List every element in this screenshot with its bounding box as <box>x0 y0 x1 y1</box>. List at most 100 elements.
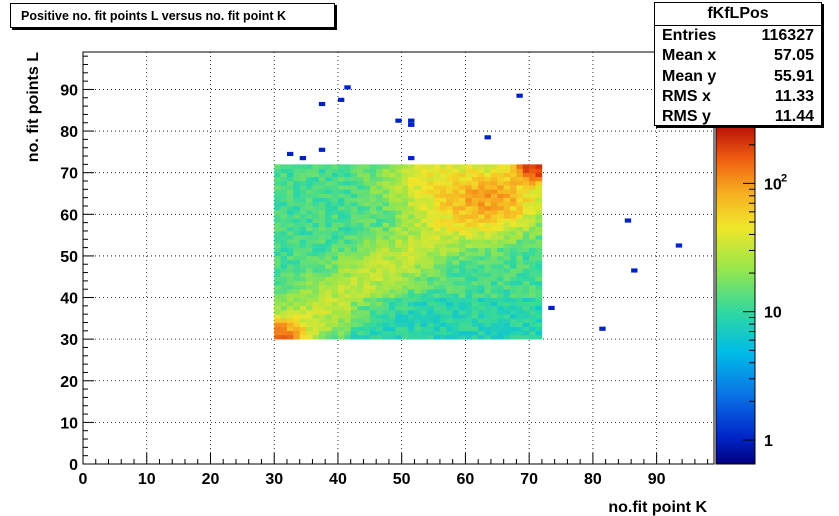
heatmap-cell <box>388 301 396 307</box>
heatmap-cell <box>344 314 351 319</box>
heatmap-cell <box>325 260 332 265</box>
heatmap-cell <box>522 193 530 198</box>
heatmap-cell <box>325 185 332 190</box>
heatmap-cell <box>433 193 441 198</box>
heatmap-cell <box>376 176 383 182</box>
heatmap-cell <box>350 293 358 298</box>
heatmap-cell <box>286 247 294 253</box>
heatmap-cell <box>510 260 517 265</box>
heatmap-cell <box>490 214 498 219</box>
heatmap-cell <box>535 222 543 228</box>
sparse-bin <box>548 305 555 311</box>
heatmap-cell <box>318 176 326 182</box>
heatmap-cell <box>312 218 320 223</box>
heatmap-cell <box>484 197 492 203</box>
heatmap-cell <box>503 168 511 173</box>
heatmap-cell <box>299 326 307 332</box>
heatmap-cell <box>478 164 485 169</box>
heatmap-cell <box>529 268 536 273</box>
heatmap-cell <box>318 322 326 327</box>
heatmap-cell <box>420 176 428 182</box>
heatmap-cell <box>433 243 441 248</box>
heatmap-cell <box>408 326 415 332</box>
heatmap-cell <box>484 193 492 198</box>
heatmap-cell <box>503 334 511 340</box>
heatmap-cell <box>306 239 313 244</box>
heatmap-cell <box>478 205 485 211</box>
heatmap-cell <box>420 310 428 315</box>
heatmap-cell <box>286 222 294 228</box>
heatmap-cell <box>331 168 339 173</box>
heatmap-cell <box>318 168 326 173</box>
heatmap-cell <box>350 239 358 244</box>
heatmap-cell <box>388 181 396 186</box>
heatmap-cell <box>503 172 511 178</box>
heatmap-cell <box>344 205 351 211</box>
heatmap-cell <box>529 280 536 286</box>
heatmap-cell <box>459 201 466 207</box>
heatmap-cell <box>306 214 313 219</box>
heatmap-cell <box>331 322 339 327</box>
heatmap-cell <box>293 330 301 336</box>
heatmap-cell <box>369 301 377 307</box>
heatmap-cell <box>369 185 377 190</box>
heatmap-cell <box>471 226 479 232</box>
heatmap-cell <box>363 301 371 307</box>
heatmap-cell <box>497 255 504 261</box>
heatmap-cell <box>369 264 377 269</box>
heatmap-cell <box>382 322 390 327</box>
heatmap-cell <box>376 172 383 178</box>
heatmap-cell <box>490 210 498 215</box>
heatmap-cell <box>286 255 294 261</box>
heatmap-cell <box>529 214 536 219</box>
heatmap-cell <box>306 193 313 198</box>
heatmap-cell <box>312 205 320 211</box>
heatmap-cell <box>331 210 339 215</box>
heatmap-cell <box>420 260 428 265</box>
heatmap-cell <box>369 230 377 236</box>
heatmap-cell <box>414 210 422 215</box>
heatmap-cell <box>382 218 390 223</box>
heatmap-cell <box>401 247 409 253</box>
heatmap-cell <box>357 314 364 319</box>
heatmap-cell <box>433 181 441 186</box>
heatmap-cell <box>516 268 524 273</box>
heatmap-cell <box>522 326 530 332</box>
heatmap-cell <box>459 226 466 232</box>
heatmap-cell <box>420 251 428 257</box>
heatmap-cell <box>401 201 409 207</box>
heatmap-cell <box>529 318 536 323</box>
heatmap-cell <box>401 235 409 240</box>
heatmap-cell <box>510 239 517 244</box>
heatmap-cell <box>357 226 364 232</box>
heatmap-cell <box>503 280 511 286</box>
heatmap-cell <box>318 272 326 278</box>
heatmap-cell <box>382 301 390 307</box>
heatmap-cell <box>274 226 281 232</box>
heatmap-cell <box>318 193 326 198</box>
heatmap-cell <box>503 239 511 244</box>
heatmap-cell <box>357 168 364 173</box>
heatmap-cell <box>357 164 364 169</box>
heatmap-cell <box>459 326 466 332</box>
heatmap-cell <box>344 176 351 182</box>
heatmap-cell <box>522 230 530 236</box>
heatmap-cell <box>274 251 281 257</box>
heatmap-cell <box>452 314 460 319</box>
heatmap-cell <box>529 230 536 236</box>
heatmap-cell <box>465 289 473 294</box>
heatmap-cell <box>478 264 485 269</box>
sparse-bin <box>286 151 294 157</box>
heatmap-cell <box>439 172 447 178</box>
heatmap-cell <box>357 222 364 228</box>
heatmap-cell <box>484 314 492 319</box>
heatmap-cell <box>414 297 422 302</box>
heatmap-cell <box>286 172 294 178</box>
stats-value: 57.05 <box>773 47 814 65</box>
heatmap-cell <box>325 314 332 319</box>
heatmap-cell <box>420 230 428 236</box>
heatmap-cell <box>446 168 453 173</box>
heatmap-cell <box>350 172 358 178</box>
heatmap-cell <box>318 210 326 215</box>
heatmap-cell <box>465 260 473 265</box>
